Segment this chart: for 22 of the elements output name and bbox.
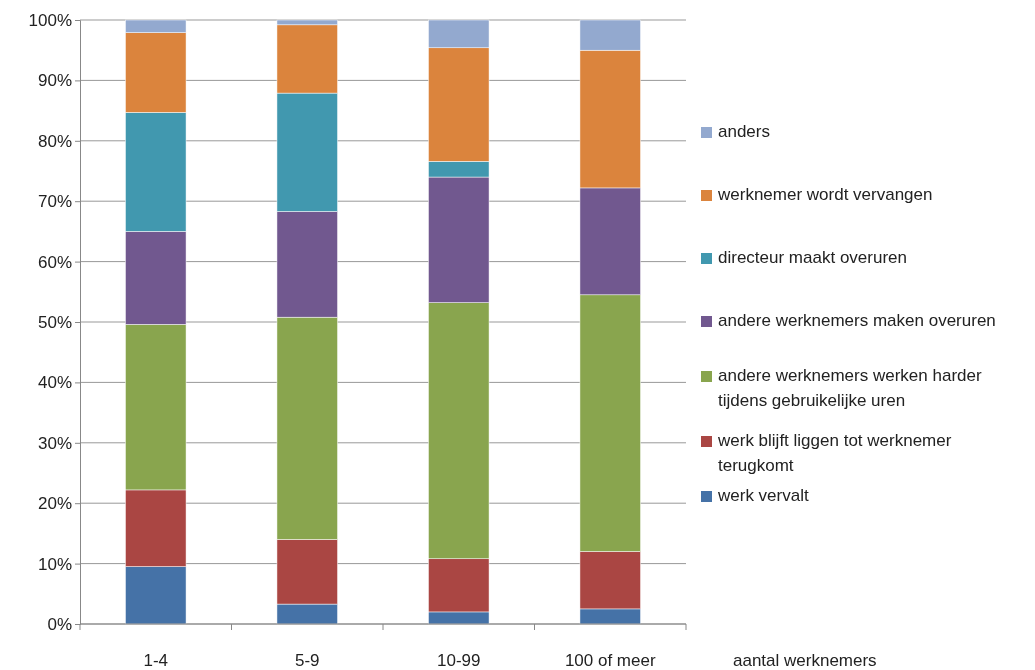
y-tick-label: 100% bbox=[28, 10, 72, 30]
x-tick-label: 1-4 bbox=[143, 651, 169, 670]
legend-label: andere werknemers maken overuren bbox=[718, 311, 996, 330]
y-tick-label: 60% bbox=[37, 252, 72, 272]
x-axis-title: aantal werknemers bbox=[733, 651, 877, 670]
legend-label: andere werknemers werken harder tijdens gebruikelijke uren bbox=[718, 366, 982, 410]
y-tick-label: 0% bbox=[47, 614, 72, 634]
y-tick-label: 20% bbox=[37, 494, 72, 514]
legend-label: anders bbox=[718, 122, 770, 141]
y-tick-label: 50% bbox=[37, 312, 72, 332]
legend-label: directeur maakt overuren bbox=[718, 248, 907, 267]
y-tick-label: 90% bbox=[37, 71, 72, 91]
x-tick-label: 100 of meer bbox=[564, 651, 656, 670]
x-tick-label: 5-9 bbox=[294, 651, 320, 670]
y-tick-label: 40% bbox=[37, 373, 72, 393]
x-tick-label: 10-99 bbox=[437, 651, 481, 670]
y-tick-label: 80% bbox=[37, 131, 72, 151]
legend-label: werk vervalt bbox=[717, 486, 809, 505]
y-tick-label: 10% bbox=[37, 554, 72, 574]
y-tick-label: 70% bbox=[37, 192, 72, 212]
y-tick-label: 30% bbox=[37, 433, 72, 453]
legend-label: werknemer wordt vervangen bbox=[717, 185, 933, 204]
